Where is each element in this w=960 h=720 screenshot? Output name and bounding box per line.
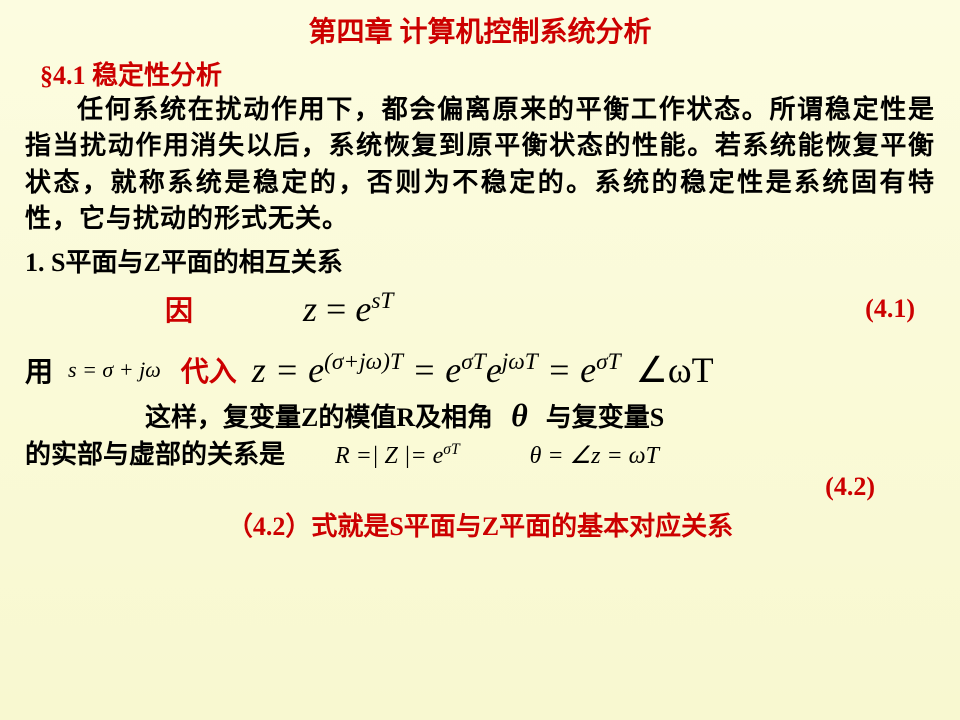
- eq-R-text: R =| Z |= e: [335, 443, 443, 469]
- equation-4-1-row: 因 z = esT (4.1): [0, 279, 960, 339]
- thus-line-1: 这样，复变量Z的模值R及相角 θ 与复变量S: [0, 397, 960, 434]
- conclusion-line: （4.2）式就是S平面与Z平面的基本对应关系: [0, 506, 960, 543]
- s-expression: s = σ + jω: [68, 357, 161, 383]
- paragraph-text: 任何系统在扰动作用下，都会偏离原来的平衡工作状态。所谓稳定性是指当扰动作用消失以…: [25, 95, 935, 233]
- subheading-text: 1. S平面与Z平面的相互关系: [25, 248, 343, 277]
- eqb-angle: ∠ωT: [636, 350, 714, 390]
- thus-text1: 这样，复变量Z的模值R及相角: [145, 397, 493, 434]
- chapter-title: 第四章 计算机控制系统分析: [0, 0, 960, 55]
- conclusion-text: （4.2）式就是S平面与Z平面的基本对应关系: [227, 512, 733, 541]
- eqb-s1: (σ+jω)T: [324, 349, 403, 375]
- eqb-p2b: e: [486, 350, 502, 390]
- section-text: §4.1 稳定性分析: [40, 61, 222, 90]
- eq-R: R =| Z |= eσT: [335, 441, 460, 470]
- thus-text2b: 的实部与虚部的关系是: [25, 440, 285, 469]
- eqb-s3: σT: [596, 349, 621, 375]
- thus-text2: 与复变量S: [546, 397, 664, 434]
- equation-substitution-row: 用 s = σ + jω 代入 z = e(σ+jω)T = eσTejωT =…: [0, 339, 960, 401]
- eqb-p1: z = e: [252, 350, 324, 390]
- eq-sup: sT: [371, 288, 393, 314]
- eqb-p2: = e: [412, 350, 461, 390]
- eq-eq: =: [317, 289, 355, 329]
- section-heading: §4.1 稳定性分析: [0, 55, 960, 92]
- eq-R-sup: σT: [443, 441, 459, 458]
- eq-big: z = e(σ+jω)T = eσTejωT = eσT ∠ωT: [252, 349, 714, 391]
- eqb-s2: σT: [461, 349, 486, 375]
- eqb-s2b: jωT: [502, 349, 538, 375]
- eq-4-2-number-row: (4.2): [0, 472, 960, 502]
- eq-4-1-number: (4.1): [865, 294, 915, 324]
- eq-e: e: [355, 289, 371, 329]
- dairu-label: 代入: [181, 350, 237, 390]
- subheading: 1. S平面与Z平面的相互关系: [0, 242, 960, 279]
- yin-label: 因: [165, 289, 193, 329]
- eq-z: z: [303, 289, 317, 329]
- main-paragraph: 任何系统在扰动作用下，都会偏离原来的平衡工作状态。所谓稳定性是指当扰动作用消失以…: [0, 92, 960, 238]
- yong-label: 用: [25, 350, 53, 390]
- eq-4-2-number: (4.2): [825, 472, 875, 502]
- theta-symbol: θ: [511, 397, 528, 434]
- eq-theta: θ = ∠z = ωT: [530, 441, 659, 470]
- title-text: 第四章 计算机控制系统分析: [308, 17, 651, 48]
- eq-4-1: z = esT: [303, 288, 393, 330]
- eqb-p3: = e: [547, 350, 596, 390]
